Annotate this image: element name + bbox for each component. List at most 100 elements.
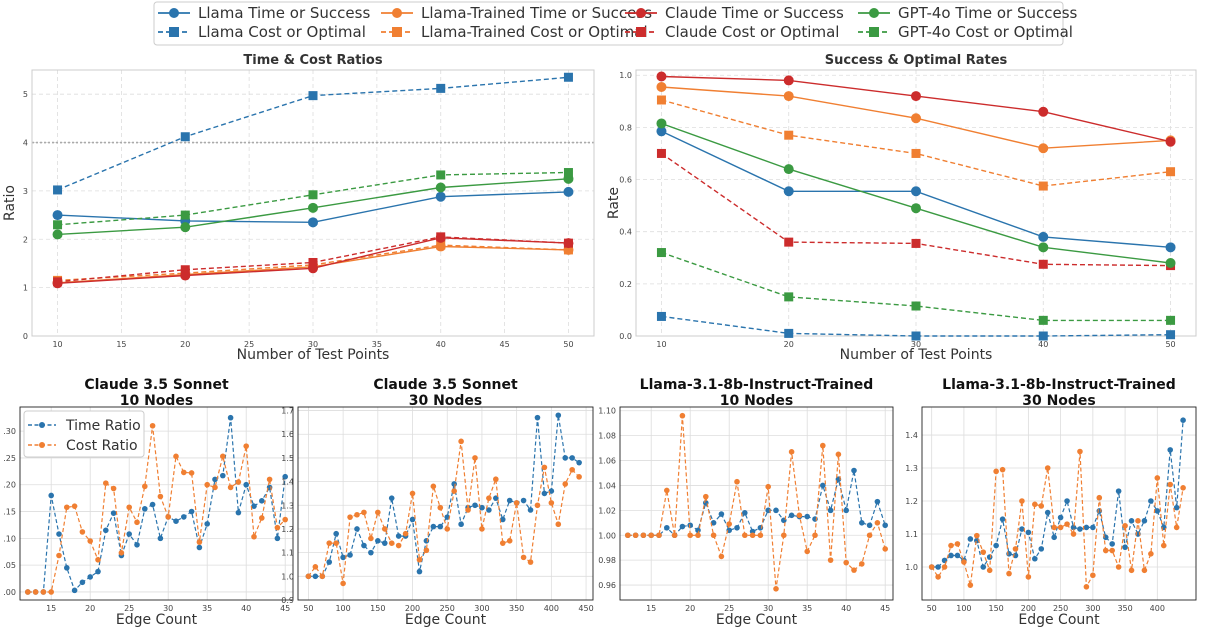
- data-point: [188, 470, 195, 476]
- data-point: [874, 498, 881, 505]
- data-point: [656, 118, 667, 129]
- data-point: [1167, 481, 1174, 488]
- data-point: [435, 191, 446, 202]
- data-point: [361, 542, 367, 549]
- data-point: [911, 186, 921, 197]
- data-point: [149, 501, 156, 508]
- data-point: [375, 509, 381, 516]
- x-tick-label: 30: [763, 604, 773, 613]
- x-tick-label: 15: [116, 340, 126, 349]
- x-axis-label: Edge Count: [1018, 612, 1100, 628]
- data-point: [1135, 518, 1141, 524]
- data-point: [340, 580, 346, 587]
- data-point: [326, 559, 333, 565]
- data-point: [472, 502, 478, 509]
- data-point: [520, 554, 527, 561]
- data-point: [506, 497, 513, 504]
- data-point: [967, 536, 974, 542]
- series-line: [931, 451, 1184, 589]
- data-point: [679, 523, 686, 530]
- series-gpt-4o-cost-or-optimal: [53, 168, 573, 230]
- data-point: [664, 487, 670, 494]
- x-tick-label: 400: [544, 604, 559, 613]
- data-point: [409, 516, 416, 523]
- data-point: [954, 541, 961, 547]
- data-point: [235, 509, 242, 516]
- data-point: [134, 541, 140, 548]
- data-point: [1173, 524, 1180, 531]
- y-axis-label: Rate: [606, 187, 622, 219]
- data-point: [354, 526, 360, 532]
- data-point: [1173, 504, 1180, 511]
- x-tick-label: 35: [372, 340, 382, 349]
- data-point: [134, 519, 140, 526]
- data-point: [308, 217, 318, 228]
- data-point: [1077, 448, 1083, 455]
- data-point: [103, 480, 109, 486]
- data-point: [1090, 572, 1096, 579]
- data-point: [513, 500, 520, 506]
- data-point: [361, 509, 367, 516]
- data-point: [911, 113, 921, 124]
- data-point: [235, 479, 242, 485]
- data-point: [656, 95, 666, 105]
- data-point: [1025, 574, 1032, 580]
- data-point: [173, 453, 179, 460]
- data-point: [180, 265, 190, 275]
- data-point: [948, 552, 954, 559]
- data-point: [632, 532, 639, 539]
- data-point: [1038, 315, 1048, 325]
- data-point: [395, 533, 402, 539]
- data-point: [458, 521, 464, 528]
- legend-item: GPT-4o Time or Success: [858, 4, 1078, 22]
- panel-claude-30-nodes: 50 100 150 200 250 300 350 400 450 0.9 1.0 1.1 1.2 1.…: [281, 377, 593, 628]
- data-point: [534, 502, 541, 509]
- data-point: [212, 476, 218, 483]
- x-tick-label: 20: [180, 340, 190, 349]
- data-point: [381, 526, 388, 532]
- x-tick-label: 50: [927, 604, 937, 613]
- data-point: [423, 547, 430, 554]
- chart-title: Llama-3.1-8b-Instruct-Trained: [640, 377, 874, 393]
- data-point: [368, 535, 374, 542]
- y-tick-label: 4: [23, 139, 28, 148]
- legend-marker-square: [869, 27, 879, 37]
- x-tick-label: 40: [241, 604, 251, 613]
- series-line: [27, 425, 286, 593]
- data-point: [204, 481, 210, 488]
- data-point: [142, 483, 148, 490]
- x-tick-label: 450: [578, 604, 593, 613]
- data-point: [87, 574, 93, 580]
- data-point: [499, 516, 506, 523]
- data-point: [911, 203, 921, 214]
- y-tick-label: 0.0: [619, 332, 632, 341]
- series-line: [308, 415, 580, 577]
- data-point: [569, 466, 575, 473]
- data-point: [451, 481, 457, 487]
- data-point: [541, 490, 548, 497]
- data-point: [625, 532, 631, 539]
- data-point: [103, 527, 109, 534]
- data-point: [506, 537, 513, 544]
- data-point: [656, 126, 667, 137]
- data-point: [266, 476, 273, 483]
- data-point: [87, 538, 93, 544]
- data-point: [788, 512, 795, 519]
- inset-legend-marker: [39, 442, 45, 448]
- series-line: [57, 244, 569, 282]
- legend-item: Llama-Trained Cost or Optimal: [381, 23, 648, 41]
- data-point: [1180, 485, 1186, 491]
- data-point: [1064, 498, 1070, 504]
- y-tick-label: 1.08: [598, 432, 616, 441]
- data-point: [381, 540, 388, 546]
- data-point: [79, 529, 86, 535]
- legend-item: GPT-4o Cost or Optimal: [858, 23, 1073, 41]
- data-point: [1148, 498, 1154, 504]
- data-point: [796, 512, 803, 519]
- data-point: [142, 506, 148, 512]
- series-gpt-4o-time-or-success: [52, 173, 574, 240]
- data-point: [416, 556, 423, 563]
- y-tick-label: 1.10: [598, 407, 616, 416]
- data-point: [656, 532, 662, 539]
